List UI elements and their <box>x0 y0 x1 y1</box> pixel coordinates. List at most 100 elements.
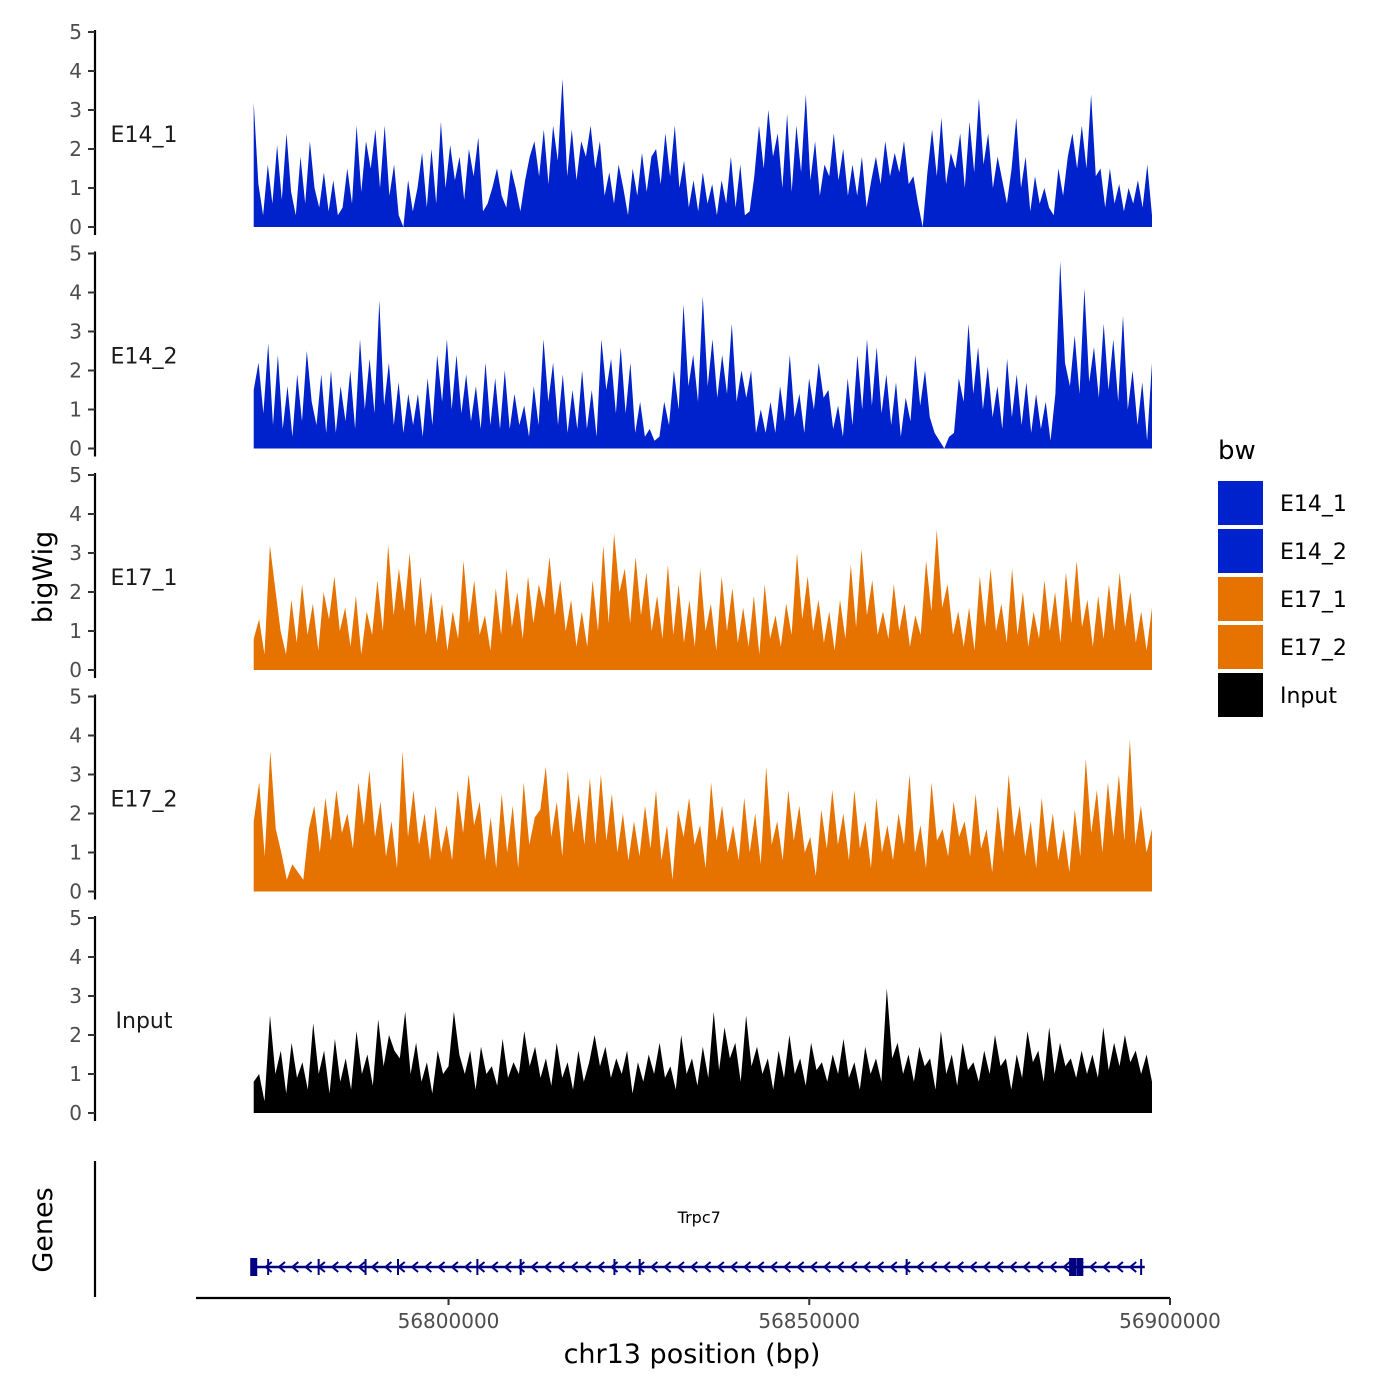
strand-arrow <box>463 1261 472 1273</box>
y-tick-label: 3 <box>69 98 82 122</box>
legend: bw E14_1 E14_2 E17_1 E17_2 Input <box>1218 436 1347 717</box>
strand-arrow <box>782 1261 792 1273</box>
strand-arrow <box>915 1261 925 1273</box>
y-tick-label: 0 <box>69 658 82 682</box>
strand-arrow <box>716 1261 725 1273</box>
strand-arrow <box>649 1261 659 1273</box>
track-label-e14-2: E14_2 <box>111 345 178 370</box>
y-tick-label: 4 <box>69 945 82 969</box>
legend-title: bw <box>1218 436 1256 466</box>
strand-arrow <box>1115 1261 1124 1273</box>
strand-arrow <box>423 1261 432 1273</box>
strand-arrow <box>729 1261 738 1273</box>
strand-arrow <box>304 1261 313 1273</box>
y-tick-label: 1 <box>69 176 82 200</box>
y-tick-label: 3 <box>69 763 82 787</box>
strand-arrow <box>689 1261 698 1273</box>
y-tick-label: 4 <box>69 502 82 526</box>
strand-arrow <box>875 1261 885 1273</box>
strand-arrow <box>902 1261 911 1273</box>
strand-arrow <box>663 1261 672 1273</box>
strand-arrow <box>583 1261 592 1273</box>
strand-arrow <box>530 1261 539 1273</box>
panel-e14-1: 0 1 2 3 4 5 E14_1 <box>69 20 1152 239</box>
strand-arrow <box>796 1261 805 1273</box>
strand-arrow <box>290 1261 299 1273</box>
strand-arrow <box>1035 1261 1044 1273</box>
panel-e17-2: 0 1 2 3 4 5 E17_2 <box>69 685 1152 904</box>
legend-key-input <box>1218 673 1263 717</box>
x-tick-label: 56800000 <box>398 1309 500 1333</box>
strand-arrow <box>1128 1261 1137 1273</box>
signal-area-e17-2 <box>253 739 1152 892</box>
strand-arrow <box>370 1261 379 1273</box>
strand-arrow <box>450 1261 459 1273</box>
y-tick-label: 5 <box>69 685 82 709</box>
track-label-e14-1: E14_1 <box>111 123 178 148</box>
strand-arrow <box>383 1261 393 1273</box>
strand-arrow <box>410 1261 419 1273</box>
exon <box>1140 1259 1143 1275</box>
legend-key-e14-1 <box>1218 481 1263 525</box>
strand-arrow <box>676 1261 685 1273</box>
y-tick-label: 1 <box>69 1062 82 1086</box>
strand-arrow <box>1008 1261 1018 1273</box>
y-tick-label: 2 <box>69 137 82 161</box>
strand-arrow <box>955 1261 964 1273</box>
gene-label: Trpc7 <box>677 1208 721 1227</box>
strand-arrow <box>277 1261 286 1273</box>
panel-e14-2: 0 1 2 3 4 5 E14_2 <box>69 242 1152 461</box>
y-tick-label: 4 <box>69 281 82 305</box>
strand-arrow <box>1048 1261 1058 1273</box>
strand-arrow <box>756 1261 765 1273</box>
strand-arrow <box>264 1261 273 1273</box>
strand-arrow <box>357 1261 366 1273</box>
legend-label-input: Input <box>1280 684 1337 709</box>
y-tick-label: 1 <box>69 619 82 643</box>
legend-label-e17-1: E17_1 <box>1280 588 1347 613</box>
legend-label-e14-2: E14_2 <box>1280 540 1347 565</box>
x-axis-title: chr13 position (bp) <box>564 1339 821 1370</box>
signal-area-e17-1 <box>253 529 1152 670</box>
track-label-e17-2: E17_2 <box>111 788 178 813</box>
strand-arrow <box>609 1261 619 1273</box>
y-tick-label: 5 <box>69 20 82 44</box>
strand-arrow <box>809 1261 818 1273</box>
strand-arrow <box>769 1261 778 1273</box>
y-tick-label: 0 <box>69 215 82 239</box>
exon <box>317 1259 320 1275</box>
y-tick-label: 0 <box>69 437 82 461</box>
x-axis: 56800000 56850000 56900000 <box>196 1296 1221 1333</box>
y-tick-label: 2 <box>69 1023 82 1047</box>
exon <box>1076 1258 1084 1276</box>
strand-arrow <box>1088 1261 1097 1273</box>
x-tick-label: 56850000 <box>758 1309 860 1333</box>
strand-arrow <box>490 1261 499 1273</box>
strand-arrow <box>822 1261 831 1273</box>
strand-arrow <box>929 1261 938 1273</box>
track-label-e17-1: E17_1 <box>111 566 178 591</box>
y-tick-label: 3 <box>69 320 82 344</box>
signal-area-input <box>253 988 1152 1113</box>
y-tick-label: 2 <box>69 359 82 383</box>
strand-arrow <box>437 1261 446 1273</box>
strand-arrow <box>1102 1261 1111 1273</box>
y-tick-label: 0 <box>69 1101 82 1125</box>
legend-label-e17-2: E17_2 <box>1280 636 1347 661</box>
track-label-input: Input <box>116 1009 173 1034</box>
strand-arrow <box>703 1261 712 1273</box>
panel-input: 0 1 2 3 4 5 Input <box>69 906 1152 1125</box>
strand-arrow <box>570 1261 579 1273</box>
strand-arrow <box>543 1261 552 1273</box>
strand-arrow <box>1022 1261 1031 1273</box>
legend-key-e17-2 <box>1218 625 1263 669</box>
strand-arrow <box>516 1261 526 1273</box>
panel-e17-1: 0 1 2 3 4 5 E17_1 <box>69 463 1152 682</box>
y-tick-label: 5 <box>69 242 82 266</box>
y-tick-label: 2 <box>69 580 82 604</box>
exon <box>267 1259 270 1275</box>
legend-key-e14-2 <box>1218 529 1263 573</box>
y-tick-label: 3 <box>69 541 82 565</box>
signal-area-e14-1 <box>253 78 1152 227</box>
